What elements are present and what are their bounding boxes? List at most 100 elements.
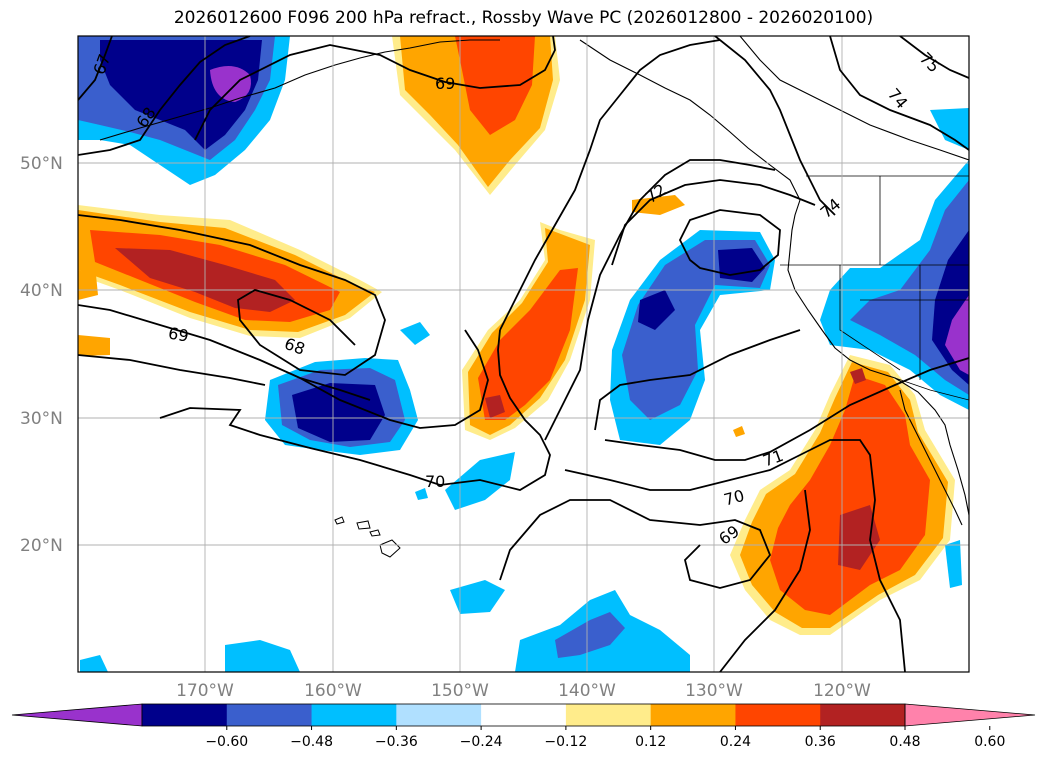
contour-70-east [564,439,906,672]
neg-patch-s1 [445,452,515,510]
colorbar-segment [820,704,906,726]
contour-label: 69 [167,323,190,345]
contour-70-west [78,354,266,386]
neg-patch-s2 [450,580,505,614]
island-2 [356,520,371,530]
colorbar-frame [141,703,906,727]
pos-blob-se-red [770,375,930,615]
lon-label: 140°W [558,681,616,701]
neg-patch-s3-mid [555,612,625,658]
coastline-baja [899,389,963,526]
coastlines [99,36,969,526]
lon-label: 160°W [304,681,362,701]
borders [780,175,969,401]
contour-label: 70 [722,486,747,510]
contour-central-a [499,39,721,331]
coastline-bc [787,199,969,516]
contour-75 [899,36,969,79]
colorbar-tick-label: 0.60 [974,734,1005,750]
lat-label: 30°N [20,409,63,429]
colorbar-extend-low [11,703,143,727]
colorbar-extend-high [904,703,1036,727]
contour-68-north [78,36,251,156]
coastline-north [739,36,969,161]
island-1 [334,516,345,525]
pos-blob-gulf-red [455,36,535,135]
lat-label: 20°N [20,536,63,556]
neg-patch-small2 [415,488,428,500]
neg-blob-east-mid [622,240,770,420]
contour-west-ring [78,214,386,376]
colorbar-segment [311,704,397,726]
neg-patch-sw [225,640,300,672]
colorbar-segment [481,704,567,726]
colorbar: −0.60 −0.48 −0.36 −0.24 −0.12 0.12 0.24 0.36 0.4… [11,703,1036,750]
colorbar-segment [142,704,228,726]
map-area: 67 68 69 68 69 70 71 70 69 72 74 74 75 [78,36,969,672]
colorbar-segment [735,704,821,726]
colorbar-tick-label: −0.36 [375,734,418,750]
border-mexico [894,377,969,401]
contour-central-b [544,159,776,441]
neg-patch-sw2 [80,655,108,672]
pos-small-dot [733,426,745,437]
contour-71 [604,357,969,461]
island-4 [379,539,401,558]
coastline-alaska [99,39,500,141]
coastline-alaska-panhandle [579,39,801,201]
contour-69-north [194,36,556,141]
contour-74 [714,36,836,216]
contour-72 [611,179,816,266]
lat-label: 50°N [20,154,63,174]
neg-blob-east-dark [718,248,765,282]
pos-patch-w-edge1 [78,270,98,300]
longitude-labels: 170°W 160°W 150°W 140°W 130°W 120°W [176,681,871,701]
colorbar-tick-label: −0.60 [205,734,248,750]
colorbar-segment [650,704,736,726]
neg-small-patch [400,322,430,345]
latitude-labels: 50°N 40°N 30°N 20°N [20,154,63,556]
neg-blob-east-dark2 [638,290,675,330]
contour-central-c [594,329,801,431]
neg-blob-continent-purple [945,295,969,375]
pos-blob-se-dark [838,505,880,570]
contour-67 [78,36,113,101]
lon-label: 150°W [431,681,489,701]
neg-patch-ne [930,108,969,150]
colorbar-tick-label: 0.48 [889,734,920,750]
contour-label: 69 [435,74,455,93]
contour-south-east [719,489,811,672]
contour-69-west [78,304,371,401]
lon-label: 170°W [176,681,234,701]
contour-74-east [829,36,969,151]
neg-patch-se-small [945,540,962,588]
colorbar-tick-label: 0.24 [720,734,751,750]
colorbar-segment [565,704,652,726]
map-frame [77,35,970,673]
contour-label: 70 [425,472,445,491]
lon-label: 120°W [813,681,871,701]
colorbar-segment [396,704,482,726]
gridlines [78,36,969,672]
colorbar-segment [226,704,313,726]
hawaii-islands [334,516,401,558]
pos-small-72 [632,195,685,215]
figure-title: 2026012600 F096 200 hPa refract., Rossby… [173,8,874,28]
contour-south-wave [159,329,551,491]
contour-lines [78,36,969,672]
contour-69-east [499,499,772,589]
border-states-3 [839,265,901,371]
shading-layer [78,36,969,672]
lon-label: 130°W [685,681,743,701]
island-3 [369,529,381,537]
colorbar-tick-label: 0.36 [805,734,836,750]
colorbar-tick-label: −0.48 [290,734,333,750]
colorbar-tick-label: 0.12 [635,734,666,750]
neg-blob-nw-purple [210,66,251,102]
contour-inner-loop [678,209,781,276]
lat-label: 40°N [20,281,63,301]
colorbar-tick-label: −0.12 [544,734,587,750]
pos-tongue-dark [485,395,505,418]
pos-patch-w-edge2 [78,335,110,356]
